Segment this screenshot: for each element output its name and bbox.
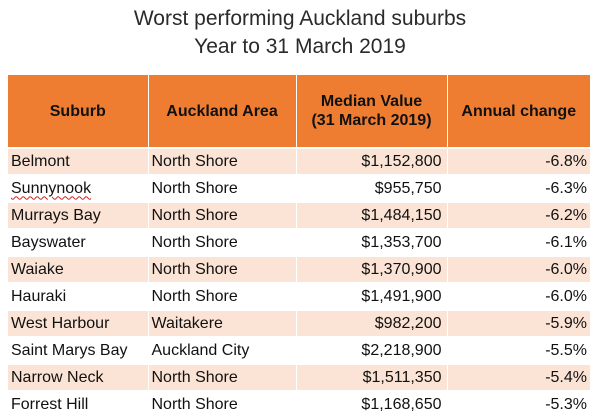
header-change-label: Annual change xyxy=(461,102,577,120)
table-row: Waiake North Shore $1,370,900 -6.0% xyxy=(8,255,590,283)
cell-area: North Shore xyxy=(148,228,297,256)
cell-area: North Shore xyxy=(148,201,297,229)
header-suburb-label: Suburb xyxy=(49,102,106,120)
cell-median-value: $955,750 xyxy=(296,174,448,202)
cell-area: North Shore xyxy=(148,363,297,391)
cell-area: Waitakere xyxy=(148,309,297,337)
cell-annual-change: -6.0% xyxy=(447,282,590,310)
cell-area: North Shore xyxy=(148,147,297,175)
table-row: Bayswater North Shore $1,353,700 -6.1% xyxy=(8,228,590,256)
spellcheck-underlined-text: Sunnynook xyxy=(11,179,92,197)
cell-median-value: $1,353,700 xyxy=(296,228,448,256)
cell-annual-change: -6.0% xyxy=(447,255,590,283)
page-subtitle: Year to 31 March 2019 xyxy=(194,35,406,58)
cell-annual-change: -5.3% xyxy=(447,390,590,417)
table-row: Sunnynook North Shore $955,750 -6.3% xyxy=(8,174,590,202)
suburbs-table: Suburb Auckland Area Median Value (31 Ma… xyxy=(8,75,590,417)
header-median-label: Median Value xyxy=(320,93,423,110)
table-header-row: Suburb Auckland Area Median Value (31 Ma… xyxy=(8,75,590,148)
header-area-label: Auckland Area xyxy=(166,102,278,120)
cell-annual-change: -5.5% xyxy=(447,336,590,364)
cell-annual-change: -5.9% xyxy=(447,309,590,337)
header-annual-change: Annual change xyxy=(447,75,590,148)
page-title: Worst performing Auckland suburbs xyxy=(133,7,467,30)
cell-median-value: $982,200 xyxy=(296,309,448,337)
cell-median-value: $1,168,650 xyxy=(296,390,448,417)
cell-area: North Shore xyxy=(148,255,297,283)
table-row: Saint Marys Bay Auckland City $2,218,900… xyxy=(8,336,590,364)
table-row: Murrays Bay North Shore $1,484,150 -6.2% xyxy=(8,201,590,229)
table-row: Hauraki North Shore $1,491,900 -6.0% xyxy=(8,282,590,310)
cell-area: North Shore xyxy=(148,174,297,202)
header-suburb: Suburb xyxy=(8,75,149,148)
cell-area: North Shore xyxy=(148,282,297,310)
cell-area: Auckland City xyxy=(148,336,297,364)
cell-suburb: Belmont xyxy=(8,147,149,175)
table-row: Forrest Hill North Shore $1,168,650 -5.3… xyxy=(8,390,590,417)
cell-annual-change: -6.3% xyxy=(447,174,590,202)
table-row: Belmont North Shore $1,152,800 -6.8% xyxy=(8,147,590,175)
header-median-date: (31 March 2019) xyxy=(311,112,432,129)
cell-suburb: Murrays Bay xyxy=(8,201,149,229)
cell-suburb: Forrest Hill xyxy=(8,390,149,417)
cell-area: North Shore xyxy=(148,390,297,417)
cell-suburb: Hauraki xyxy=(8,282,149,310)
cell-suburb: Bayswater xyxy=(8,228,149,256)
cell-median-value: $1,152,800 xyxy=(296,147,448,175)
cell-annual-change: -6.2% xyxy=(447,201,590,229)
cell-suburb: Sunnynook xyxy=(8,174,149,202)
cell-annual-change: -5.4% xyxy=(447,363,590,391)
cell-suburb: Saint Marys Bay xyxy=(8,336,149,364)
cell-median-value: $1,484,150 xyxy=(296,201,448,229)
cell-median-value: $2,218,900 xyxy=(296,336,448,364)
cell-suburb: Narrow Neck xyxy=(8,363,149,391)
table-row: Narrow Neck North Shore $1,511,350 -5.4% xyxy=(8,363,590,391)
cell-median-value: $1,511,350 xyxy=(296,363,448,391)
header-median-value: Median Value (31 March 2019) xyxy=(296,75,448,148)
cell-median-value: $1,491,900 xyxy=(296,282,448,310)
table-row: West Harbour Waitakere $982,200 -5.9% xyxy=(8,309,590,337)
cell-suburb: West Harbour xyxy=(8,309,149,337)
header-auckland-area: Auckland Area xyxy=(148,75,297,148)
cell-median-value: $1,370,900 xyxy=(296,255,448,283)
cell-annual-change: -6.8% xyxy=(447,147,590,175)
cell-annual-change: -6.1% xyxy=(447,228,590,256)
cell-suburb: Waiake xyxy=(8,255,149,283)
